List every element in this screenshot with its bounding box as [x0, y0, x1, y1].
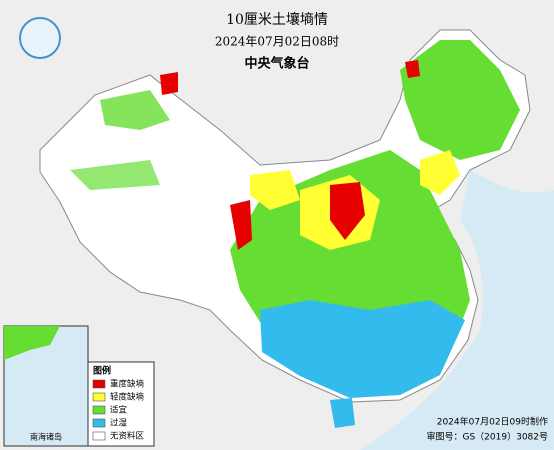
zone-suitable	[100, 90, 170, 130]
footer-made: 2024年07月02日09时制作	[437, 416, 548, 428]
legend-swatch	[92, 405, 106, 415]
zone-severe-drought	[330, 182, 365, 240]
legend-swatch	[92, 418, 106, 428]
zone-severe-drought	[405, 60, 420, 78]
legend-title: 图例	[93, 365, 111, 377]
footer-approval: 审图号：GS（2019）3082号	[427, 431, 549, 443]
sea	[360, 170, 554, 450]
logo	[19, 17, 61, 59]
zone-suitable	[400, 40, 520, 160]
map-time: 2024年07月02日08时	[215, 35, 339, 49]
map-title: 10厘米土壤墒情	[226, 11, 328, 28]
zone-light-drought	[250, 170, 300, 210]
inset-land	[4, 326, 60, 360]
zone-severe-drought	[230, 200, 252, 250]
hainan	[330, 398, 355, 428]
zone-wet	[260, 300, 465, 398]
zone-severe-drought	[160, 72, 178, 95]
legend-label: 轻度缺墒	[110, 392, 145, 403]
legend-swatch	[92, 392, 106, 402]
legend-label: 无资料区	[110, 431, 145, 442]
legend-label: 重度缺墒	[110, 379, 145, 390]
zone-light-drought	[420, 150, 460, 195]
legend-label: 适宜	[110, 405, 128, 416]
legend-label: 过湿	[110, 418, 128, 429]
legend-swatch	[92, 431, 106, 441]
map-issuer: 中央气象台	[244, 56, 309, 72]
legend-swatch	[92, 379, 106, 389]
inset-label: 南海诸岛	[30, 432, 62, 442]
zone-suitable	[70, 160, 160, 190]
